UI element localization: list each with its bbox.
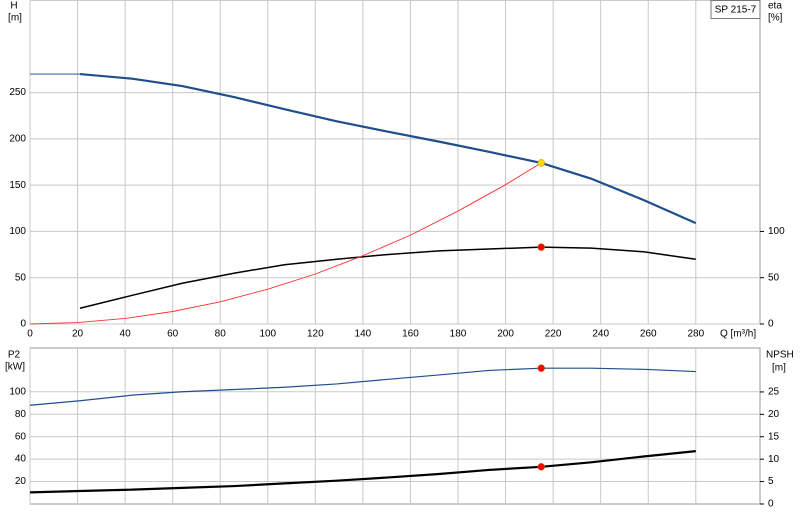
x-tick-label: 140	[355, 329, 372, 340]
x-tick-label: 200	[497, 329, 514, 340]
x-label: Q [m³/h]	[720, 329, 756, 340]
y2-tick-label: 20	[768, 409, 780, 420]
x-tick-label: 0	[27, 329, 33, 340]
duty-point	[537, 364, 545, 372]
x-tick-label: 40	[120, 329, 132, 340]
duty-point	[537, 159, 545, 167]
plot-area	[29, 0, 761, 325]
y2-tick-label: 5	[768, 476, 774, 487]
y-unit: [m]	[8, 13, 22, 24]
duty-point	[537, 463, 545, 471]
x-tick-label: 280	[687, 329, 704, 340]
x-tick-label: 100	[259, 329, 276, 340]
badge-box	[710, 0, 761, 19]
x-tick-label: 180	[450, 329, 467, 340]
x-tick-label: 220	[545, 329, 562, 340]
plot-area	[29, 347, 761, 505]
y-tick-label: 250	[9, 87, 26, 98]
y2-unit: [%]	[768, 13, 783, 24]
y2-tick-label: 0	[768, 319, 774, 330]
badge: SP 215-7	[715, 5, 757, 16]
curve	[29, 162, 542, 325]
curve	[79, 246, 696, 309]
x-tick-label: 80	[215, 329, 227, 340]
curve	[79, 72, 697, 225]
y2-tick-label: 0	[768, 499, 774, 510]
y2-tick-label: 25	[768, 387, 780, 398]
curve	[29, 367, 696, 406]
y-unit: [kW]	[5, 362, 25, 373]
x-tick-label: 240	[592, 329, 609, 340]
y-tick-label: 40	[15, 454, 27, 465]
x-tick-label: 120	[307, 329, 324, 340]
y-tick-label: 100	[9, 386, 26, 397]
y2-unit: [m]	[772, 363, 786, 374]
y-tick-label: 150	[9, 180, 26, 191]
y2-tick-label: 50	[768, 272, 780, 283]
x-tick-label: 60	[167, 329, 179, 340]
y-tick-label: 80	[15, 409, 27, 420]
y-tick-label: 20	[15, 476, 27, 487]
y-tick-label: 50	[15, 272, 27, 283]
y-tick-label: 100	[9, 226, 26, 237]
duty-point	[537, 243, 545, 251]
y2-tick-label: 100	[768, 226, 785, 237]
y2-label: eta	[768, 1, 782, 12]
x-tick-label: 160	[402, 329, 419, 340]
y-tick-label: 200	[9, 133, 26, 144]
y-tick-label: 0	[20, 319, 26, 330]
curve	[29, 450, 696, 494]
y-tick-label: 60	[15, 431, 27, 442]
x-tick-label: 20	[72, 329, 84, 340]
y2-label: NPSH	[766, 350, 794, 361]
y-label: H	[10, 1, 17, 12]
x-tick-label: 260	[640, 329, 657, 340]
y2-tick-label: 15	[768, 431, 780, 442]
y2-tick-label: 10	[768, 454, 780, 465]
y-label: P2	[8, 350, 21, 361]
